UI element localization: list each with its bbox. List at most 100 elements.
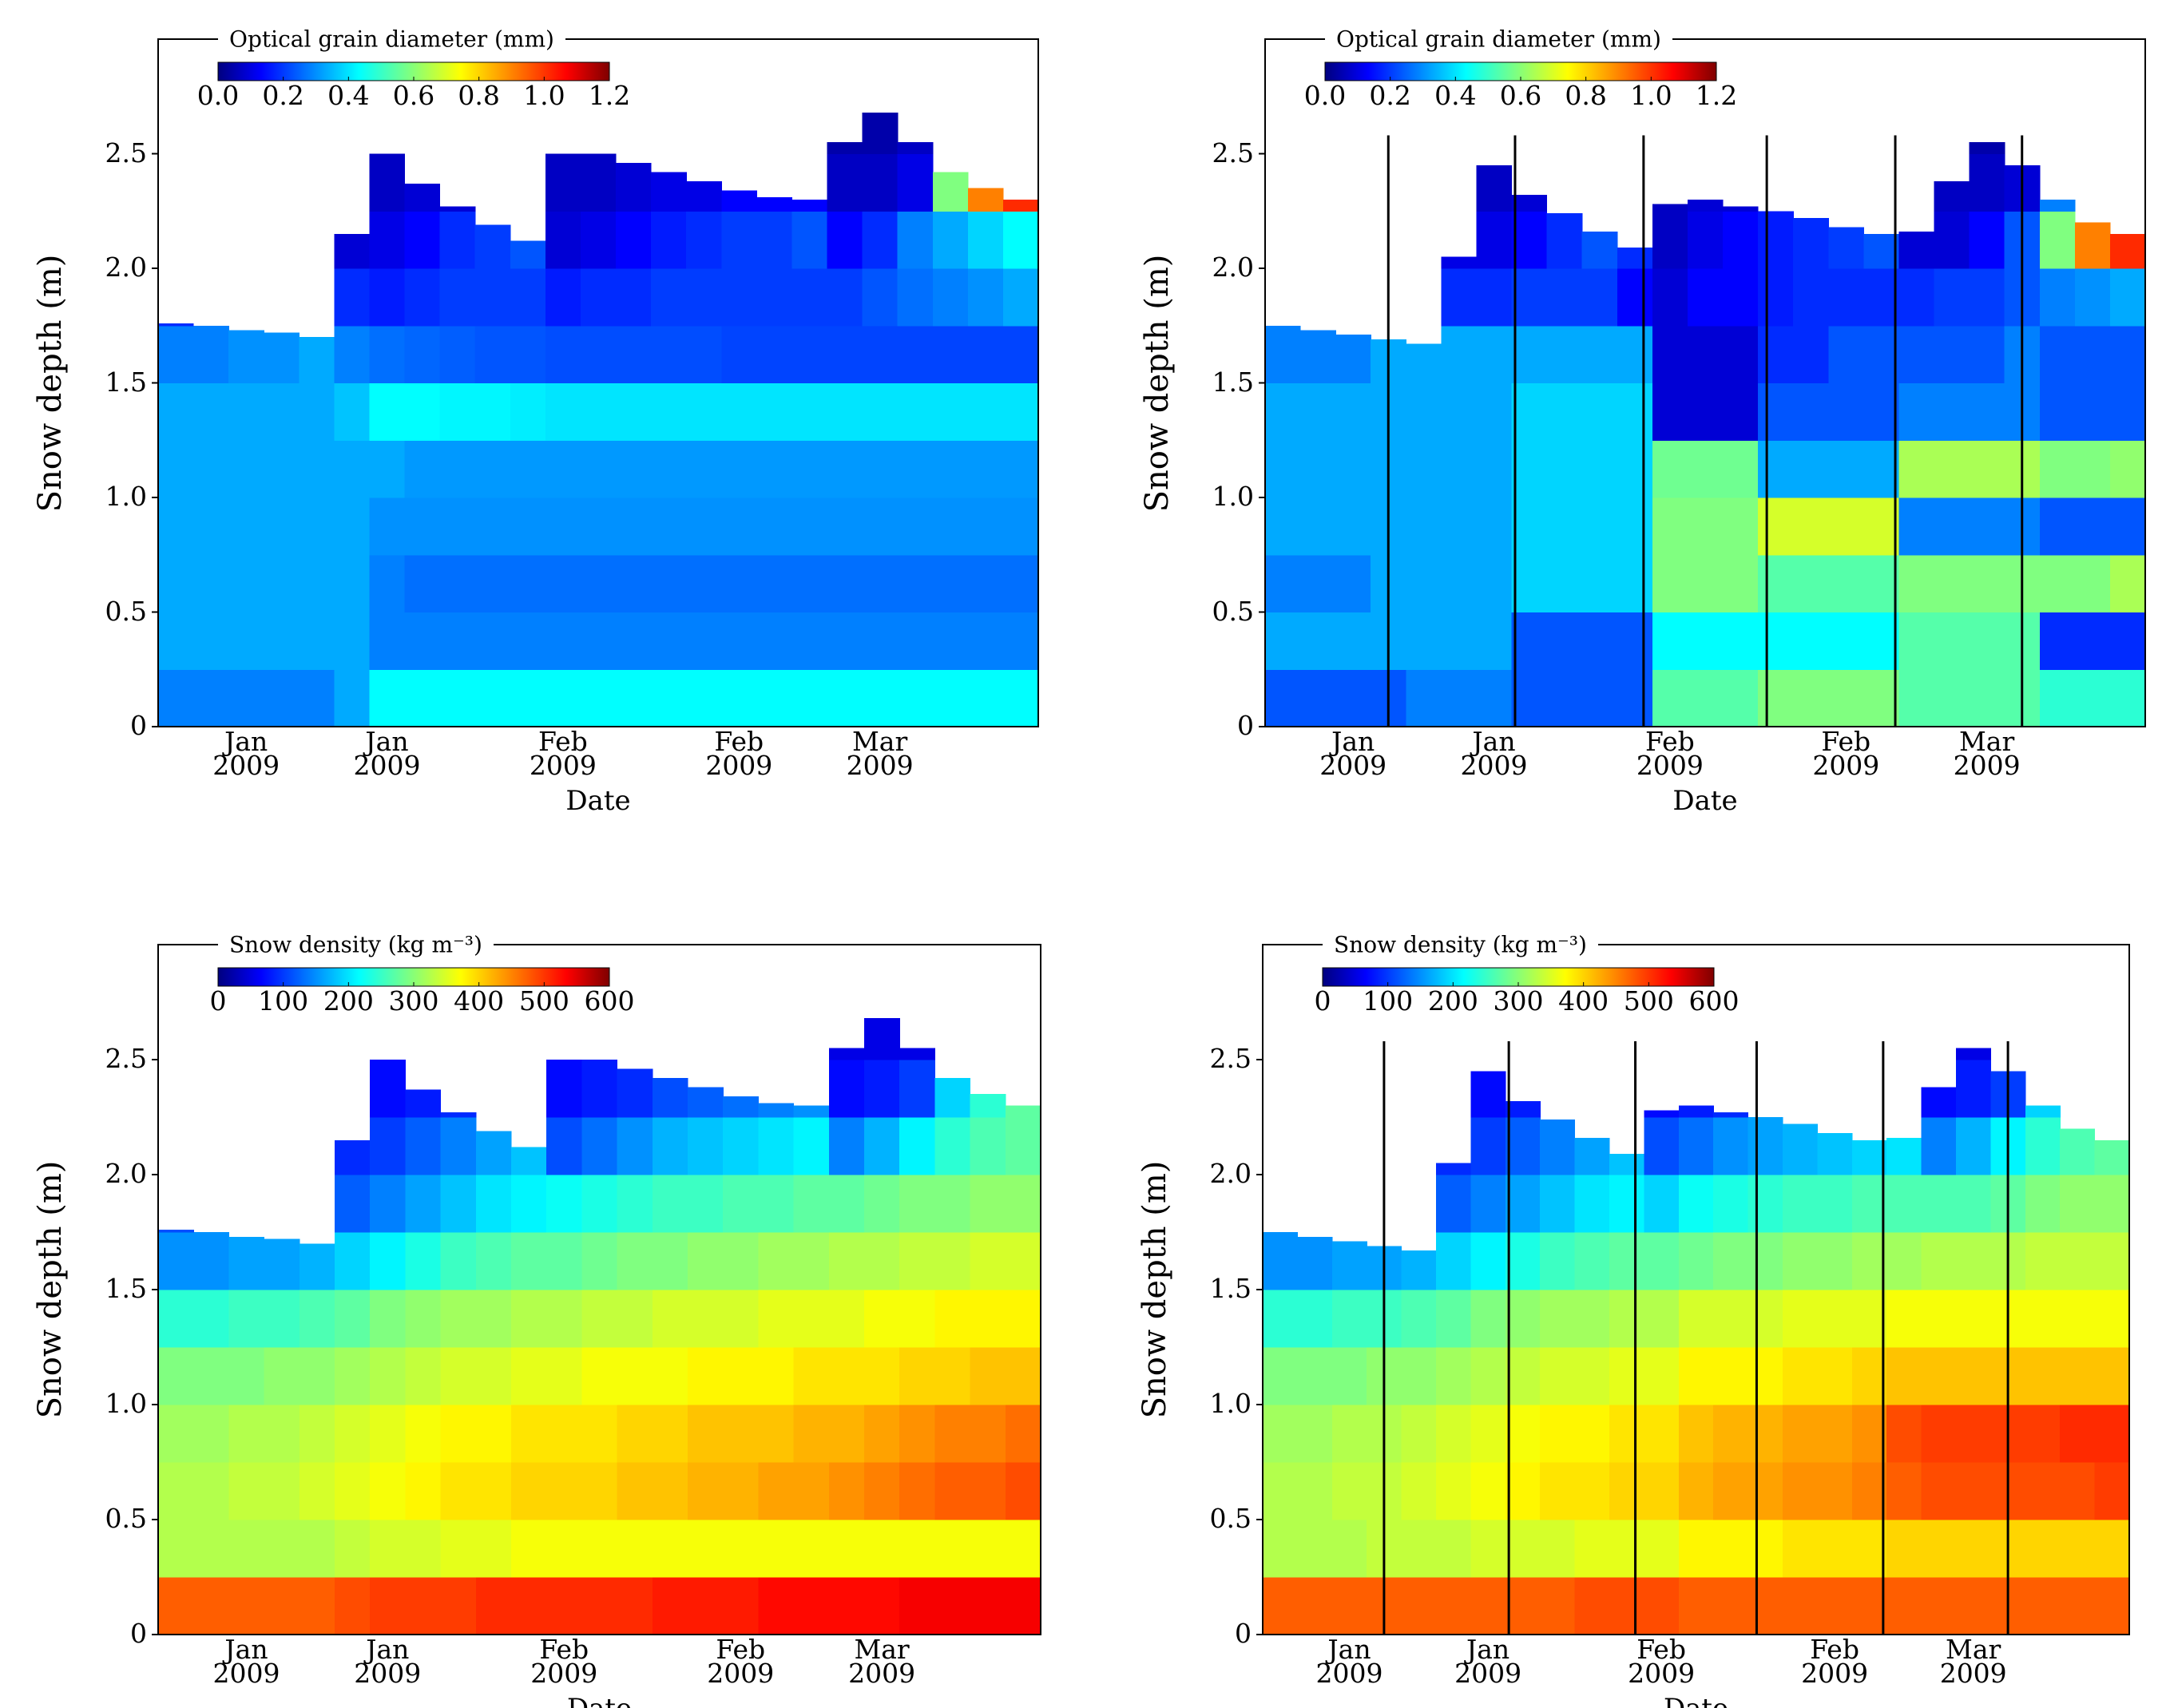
heatmap-cell [1886,1347,1922,1405]
heatmap-cell [1886,1577,1922,1635]
heatmap-cell [793,1347,830,1405]
heatmap-cell [545,325,581,384]
heatmap-cell [934,1520,971,1578]
heatmap-cell [510,669,546,727]
heatmap-cell [1863,325,1900,384]
heatmap-cell [299,1405,335,1463]
heatmap-cell [369,382,406,441]
heatmap-cell [1921,1462,1957,1520]
heatmap-cell [1574,1405,1610,1463]
heatmap-cell [864,1520,900,1578]
heatmap-cell [2039,554,2076,613]
heatmap-cell [758,1290,795,1348]
heatmap-cell [1401,1347,1437,1405]
heatmap-cell [1263,1462,1298,1520]
heatmap-cell [334,233,371,269]
heatmap-cell [1581,268,1618,327]
heatmap-cell [335,1405,371,1463]
heatmap-cell [756,211,793,269]
heatmap-cell [899,1175,935,1233]
heatmap-cell [756,669,793,727]
heatmap-cell [511,1147,547,1175]
heatmap-cell [686,325,722,384]
heatmap-cell [1005,1290,1041,1348]
heatmap-cell [2025,1577,2061,1635]
heatmap-cell [1540,1577,1576,1635]
heatmap-cell [1002,612,1039,670]
heatmap-cell [264,1577,300,1635]
heatmap-cell [1005,1105,1041,1118]
heatmap-cell [2039,199,2076,212]
heatmap-cell [439,554,476,613]
heatmap-cell [1934,554,1970,613]
heatmap-cell [1934,180,1970,212]
x-tick-label: Jan 2009 [1315,1634,1383,1689]
heatmap-cell [1921,1232,1957,1290]
heatmap-cell [474,554,511,613]
heatmap-cell [1263,1290,1298,1348]
heatmap-cell [721,325,757,384]
heatmap-cell [1851,1175,1887,1233]
heatmap-cell [1863,612,1900,670]
colorbar-tick-label: 0.0 [196,80,240,111]
heatmap-cell [1581,232,1618,269]
heatmap-cell [1817,1577,1853,1635]
heatmap-cell [723,1117,759,1175]
heatmap-cell [1540,1347,1576,1405]
heatmap-cell [688,1175,724,1233]
x-tick-label: Feb 2009 [529,726,597,781]
heatmap-cell [1265,382,1301,441]
heatmap-cell [1540,1290,1576,1348]
y-tick-label: 0 [130,710,147,741]
heatmap-cell [474,268,511,327]
heatmap-cell [828,1290,865,1348]
heatmap-cell [1436,1290,1471,1348]
heatmap-cell [2109,233,2146,269]
heatmap-cell [932,382,969,441]
heatmap-cell [1652,669,1688,727]
colorbar-title: Optical grain diameter (mm) [1325,28,1672,50]
heatmap-cell [1921,1087,1957,1118]
heatmap-cell [758,1520,795,1578]
heatmap-cell [1644,1232,1680,1290]
heatmap-cell [1687,612,1724,670]
heatmap-cell [793,1405,830,1463]
heatmap-cell [1617,382,1653,441]
x-tick-label: Feb 2009 [705,726,773,781]
colorbar-tick-label: 500 [518,985,569,1016]
heatmap-cell [193,382,229,441]
heatmap-cell [1828,227,1864,269]
heatmap-cell [193,669,229,727]
heatmap-cell [1828,382,1864,441]
heatmap-cell [1617,440,1653,498]
heatmap-cell [1540,1520,1576,1578]
heatmap-cell [1609,1347,1644,1405]
heatmap-cell [1687,382,1724,441]
heatmap-cell [688,1462,724,1520]
heatmap-cell [581,1117,618,1175]
heatmap-cell [546,1175,582,1233]
heatmap-cell [1723,612,1759,670]
heatmap-cell [1441,612,1478,670]
heatmap-cell [474,612,511,670]
heatmap-cell [369,211,406,269]
heatmap-cell [1331,1520,1367,1578]
heatmap-cell [934,1405,971,1463]
heatmap-cell [1934,440,1970,498]
heatmap-cell [1817,1520,1853,1578]
heatmap-cell [1934,669,1970,727]
heatmap-cell [299,1347,335,1405]
heatmap-cell [756,440,793,498]
heatmap-cell [828,1175,865,1233]
heatmap-cell [934,1577,971,1635]
heatmap-cell [791,382,828,441]
heatmap-cell [1574,1347,1610,1405]
heatmap-cell [827,440,863,498]
heatmap-cell [791,440,828,498]
heatmap-cell [1644,1290,1680,1348]
heatmap-cell [793,1577,830,1635]
heatmap-cell [546,1462,582,1520]
x-tick-label: Jan 2009 [354,1634,422,1689]
heatmap-cell [1505,1100,1541,1118]
heatmap-cell [1956,1232,1991,1290]
